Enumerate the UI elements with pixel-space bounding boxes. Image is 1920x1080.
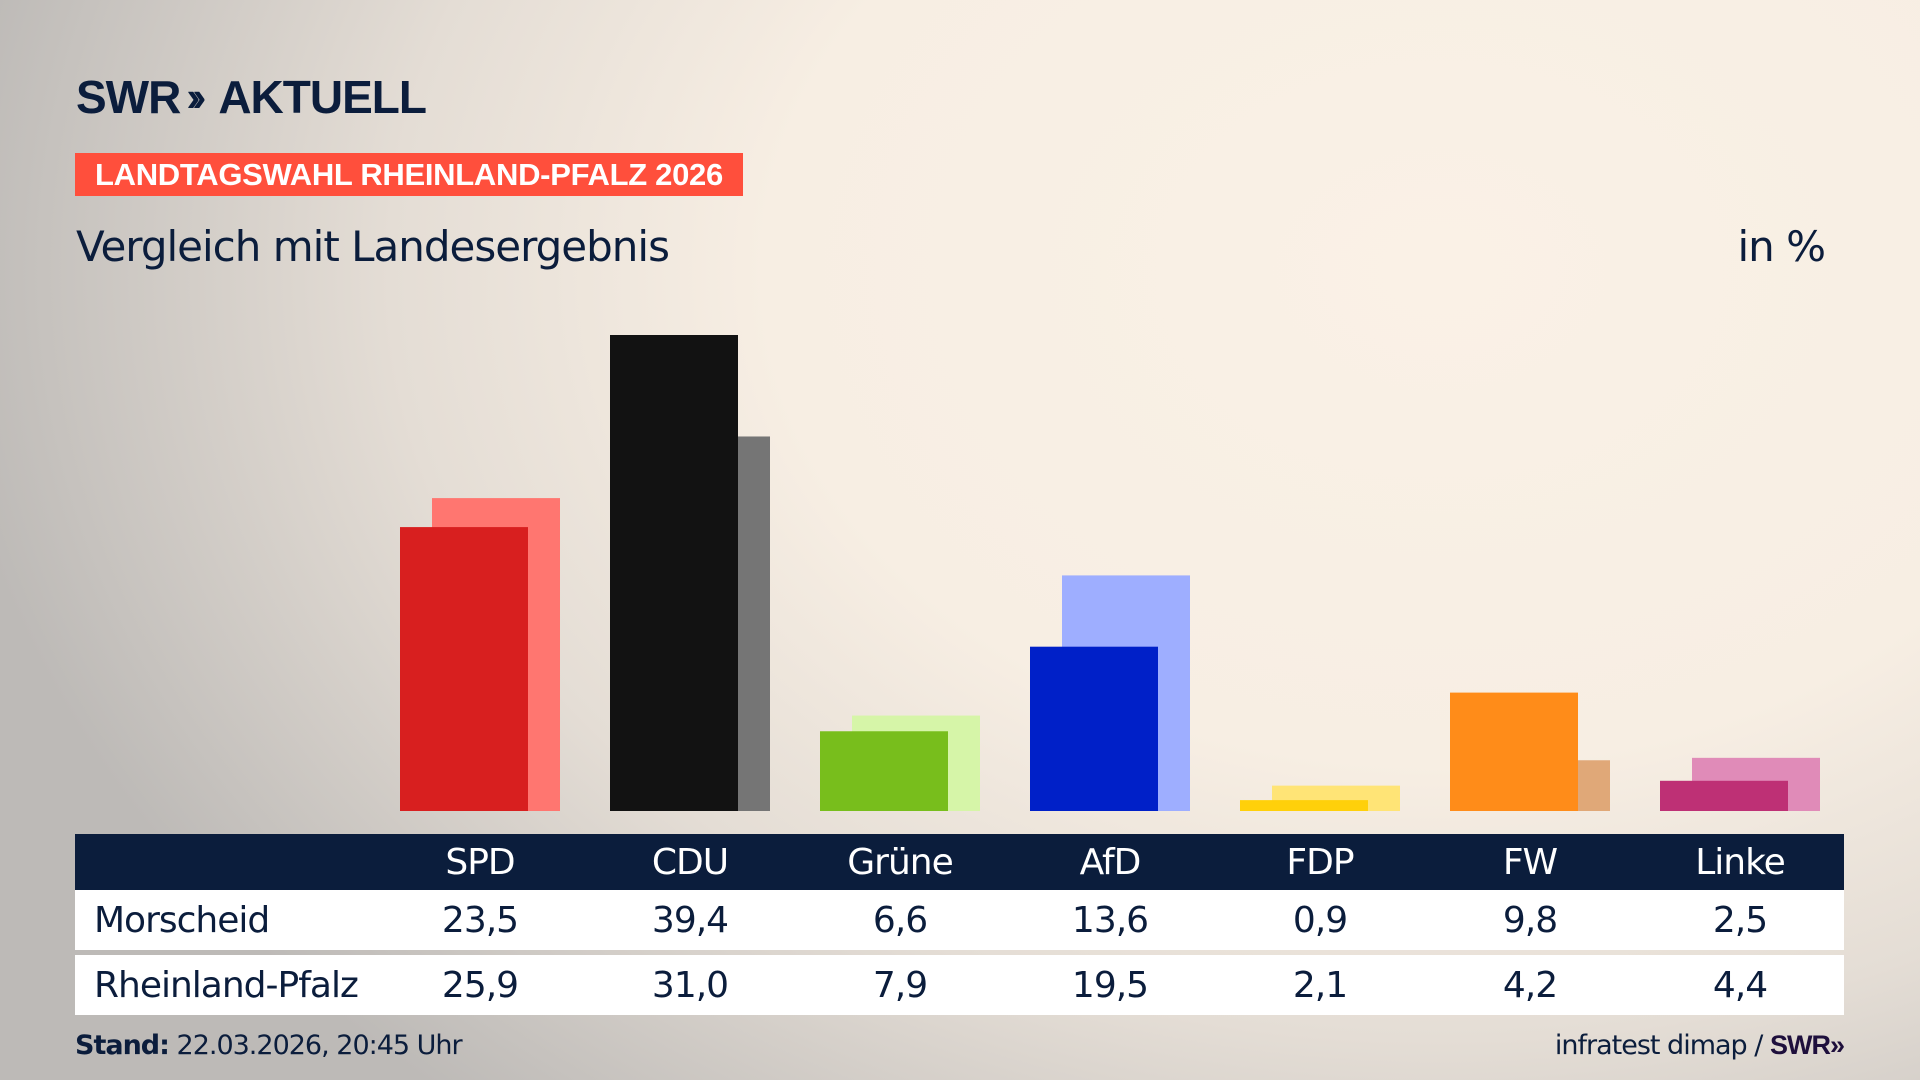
logo-text: SWR	[76, 71, 181, 123]
bar-chart	[400, 335, 1820, 811]
bar-grüne-local	[820, 731, 948, 811]
bar-cdu-local	[610, 335, 738, 811]
value-local-linke: 2,5	[1712, 899, 1768, 941]
column-header-grüne: Grüne	[847, 841, 953, 883]
column-header-fdp: FDP	[1286, 841, 1354, 883]
table-header: SPD CDU Grüne AfD FDP FW Linke	[75, 834, 1844, 890]
row-label: Rheinland-Pfalz	[94, 964, 359, 1006]
value-local-spd: 23,5	[441, 899, 519, 941]
value-state-cdu: 31,0	[651, 964, 729, 1006]
column-header-afd: AfD	[1079, 841, 1142, 883]
table-row: Morscheid 23,5 39,4 6,6 13,6 0,9 9,8 2,5	[75, 890, 1844, 950]
stand-value: 22.03.2026, 20:45 Uhr	[176, 1030, 463, 1061]
election-banner: LANDTAGSWAHL RHEINLAND-PFALZ 2026	[75, 153, 743, 196]
column-header-linke: Linke	[1695, 841, 1786, 883]
value-state-spd: 25,9	[441, 964, 519, 1006]
value-state-linke: 4,4	[1712, 964, 1768, 1006]
value-state-afd: 19,5	[1071, 964, 1149, 1006]
timestamp: Stand: 22.03.2026, 20:45 Uhr	[75, 1030, 463, 1061]
bar-spd-local	[400, 527, 528, 811]
swr-small-logo: SWR	[1769, 1030, 1831, 1060]
value-state-fw: 4,2	[1502, 964, 1558, 1006]
column-header-fw: FW	[1502, 841, 1558, 883]
swr-aktuell-logo: SWR ›› AKTUELL	[76, 70, 427, 124]
row-label: Morscheid	[94, 899, 270, 941]
value-state-fdp: 2,1	[1292, 964, 1348, 1006]
column-header-spd: SPD	[445, 841, 515, 883]
bar-fw-local	[1450, 692, 1578, 811]
value-local-cdu: 39,4	[651, 899, 729, 941]
bar-fdp-local	[1240, 800, 1368, 811]
table-row: Rheinland-Pfalz 25,9 31,0 7,9 19,5 2,1 4,2 4,4	[75, 955, 1844, 1015]
bar-afd-local	[1030, 646, 1158, 811]
value-state-grüne: 7,9	[872, 964, 928, 1006]
chart-subtitle: Vergleich mit Landesergebnis	[76, 222, 670, 271]
value-local-fw: 9,8	[1502, 899, 1558, 941]
bar-linke-local	[1660, 780, 1788, 811]
source: infratest dimap / SWR»	[1554, 1030, 1845, 1061]
value-local-grüne: 6,6	[872, 899, 928, 941]
value-local-fdp: 0,9	[1292, 899, 1348, 941]
source-text: infratest dimap /	[1554, 1030, 1764, 1061]
column-header-cdu: CDU	[651, 841, 729, 883]
stand-label: Stand:	[75, 1030, 170, 1061]
logo-suffix: AKTUELL	[218, 71, 427, 123]
unit-label: in %	[1737, 222, 1826, 271]
chevron-icon: »	[1829, 1030, 1845, 1060]
value-local-afd: 13,6	[1071, 899, 1149, 941]
